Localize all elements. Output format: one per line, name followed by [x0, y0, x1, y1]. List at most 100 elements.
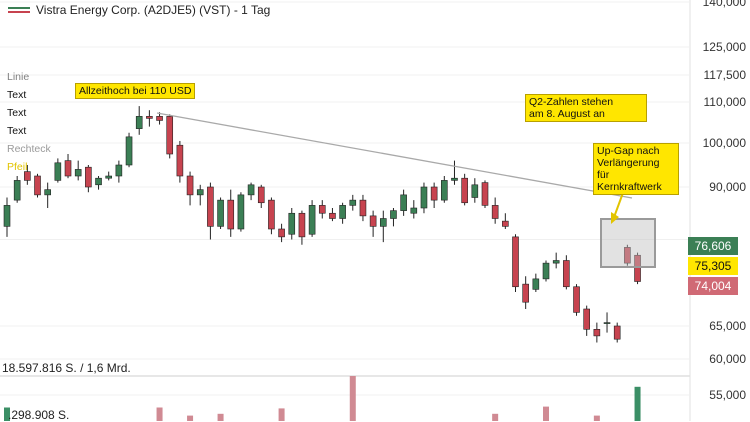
candle	[420, 182, 428, 214]
candle-body	[125, 136, 133, 166]
candle-body	[85, 166, 92, 188]
candle	[95, 176, 102, 190]
volume-label-2: .298.908 S.	[8, 408, 70, 422]
candle-body	[420, 186, 428, 209]
candle-body	[278, 228, 285, 238]
candle-body	[268, 199, 275, 230]
candle-body	[74, 169, 82, 177]
candle	[54, 158, 62, 183]
candle-body	[410, 207, 418, 214]
chart-header: Vistra Energy Corp. (A2DJE5) (VST) - 1 T…	[8, 3, 270, 17]
candle-body	[532, 278, 540, 290]
candle-body	[196, 189, 204, 196]
candle	[441, 176, 448, 203]
candle	[24, 165, 31, 185]
gap-line-2: Verlängerung	[597, 157, 660, 169]
candle	[461, 173, 468, 206]
series-swatch	[8, 7, 30, 13]
candle	[471, 178, 479, 203]
candle	[593, 322, 601, 343]
candle	[400, 189, 407, 216]
candle-body	[95, 177, 102, 186]
candle-body	[491, 205, 499, 219]
tool-text[interactable]: Text	[7, 89, 27, 101]
candle	[410, 200, 418, 219]
candle-body	[247, 184, 255, 196]
candle	[573, 284, 580, 316]
q2-line-2: am 8. August an	[529, 108, 605, 120]
candle-body	[512, 236, 519, 288]
candle-body	[207, 186, 214, 227]
candle-body	[34, 175, 41, 196]
tool-text[interactable]: Text	[7, 125, 27, 137]
volume-bar	[349, 376, 356, 421]
candle-body	[593, 328, 601, 337]
candle	[13, 176, 21, 203]
y-tick-label: 117,500	[704, 68, 747, 82]
candle-body	[400, 194, 407, 211]
candle	[135, 106, 143, 135]
candle	[563, 255, 570, 290]
candle	[156, 112, 163, 125]
candle	[105, 171, 112, 181]
q2-callout: Q2-Zahlen stehen am 8. August an	[525, 94, 647, 122]
trendline	[156, 112, 633, 199]
candle	[329, 208, 336, 222]
candle	[308, 200, 316, 237]
gap-line-3: für Kernkraftwerk	[597, 169, 662, 193]
candle-body	[441, 180, 448, 201]
y-tick-label: 90,000	[709, 180, 746, 194]
candle	[186, 171, 194, 206]
candle-body	[105, 175, 112, 179]
candle	[491, 197, 499, 224]
ath-text: Allzeithoch bei 110 USD	[79, 85, 192, 97]
y-tick-label: 100,000	[703, 136, 747, 150]
candle-body	[583, 308, 590, 330]
q2-line-1: Q2-Zahlen stehen	[529, 96, 614, 108]
candle	[542, 260, 550, 282]
y-tick-label: 55,000	[709, 388, 746, 402]
candle-body	[369, 215, 377, 227]
candle	[268, 197, 275, 235]
candle-body	[176, 144, 184, 177]
candle	[257, 184, 265, 208]
price-badge-low: 74,004	[688, 277, 738, 295]
gridlines	[0, 1, 690, 396]
volume-bar	[156, 407, 163, 421]
candle	[451, 160, 458, 185]
candle	[217, 197, 224, 229]
candle-body	[64, 160, 72, 177]
candle-body	[298, 212, 306, 238]
candle-body	[288, 212, 296, 235]
candle-body	[186, 175, 194, 196]
tool-line[interactable]: Linie	[7, 71, 30, 83]
volume-bar	[634, 386, 641, 421]
tool-rectangle[interactable]: Rechteck	[7, 143, 51, 155]
candle-body	[135, 116, 143, 129]
candle	[196, 184, 204, 206]
candle-body	[603, 322, 611, 324]
candle-body	[613, 325, 621, 340]
candle-body	[573, 286, 580, 313]
candle-body	[308, 205, 316, 235]
candle	[44, 182, 51, 208]
candle-body	[481, 182, 489, 206]
candle	[390, 208, 397, 227]
candle	[502, 213, 509, 229]
candle	[247, 182, 255, 201]
candle-body	[156, 116, 163, 121]
candle-body	[217, 199, 224, 227]
candle	[298, 210, 306, 245]
tool-arrow[interactable]: Pfeil	[7, 161, 28, 173]
candle	[207, 182, 214, 240]
candle	[34, 173, 41, 198]
candle	[85, 165, 92, 193]
candle-body	[634, 254, 641, 282]
candle	[552, 252, 560, 269]
tool-text[interactable]: Text	[7, 107, 27, 119]
candle-body	[563, 260, 570, 288]
candle-body	[24, 171, 31, 181]
candle	[359, 194, 367, 222]
volume-bar	[278, 408, 285, 421]
